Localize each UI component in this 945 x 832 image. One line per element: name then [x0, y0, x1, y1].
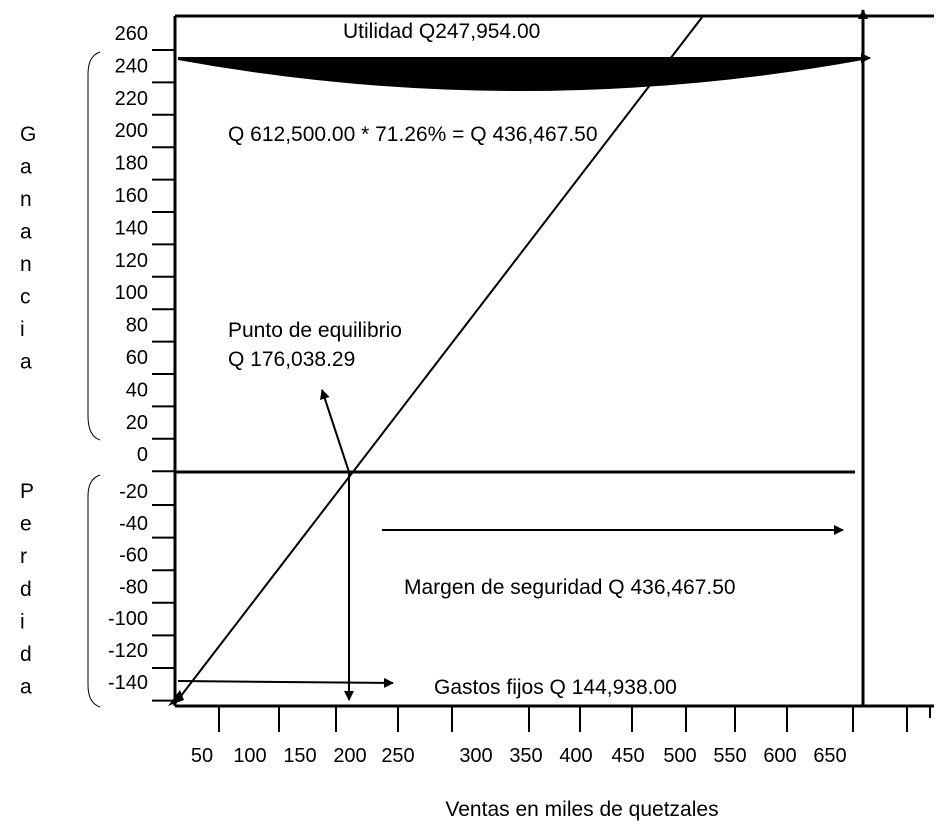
ylabel-letter: G [20, 123, 36, 146]
y-tick-label: 80 [126, 315, 148, 337]
utilidad-label: Utilidad Q247,954.00 [343, 20, 540, 43]
y-tick-label: -80 [119, 576, 148, 598]
origin-arrowhead [168, 690, 184, 706]
punto-equilibrio-label: Punto de equilibrio [228, 319, 402, 342]
ylabel-letter: i [20, 610, 25, 633]
y-tick-label: -60 [119, 545, 148, 567]
ylabel-letter: a [20, 156, 32, 179]
ylabel-letter: a [20, 676, 32, 699]
y-tick-label: 220 [115, 88, 148, 110]
ylabel-letter: c [20, 286, 31, 309]
punto-equilibrio-value: Q 176,038.29 [228, 348, 355, 371]
x-tick-label: 450 [611, 745, 644, 767]
ylabel-letter: i [20, 318, 25, 341]
x-axis-title: Ventas en miles de quetzales [445, 798, 718, 821]
ylabel-letter: r [20, 545, 27, 568]
ylabel-letter: d [20, 578, 32, 601]
x-tick-label: 200 [333, 745, 366, 767]
ylabel-letter: a [20, 351, 32, 374]
y-tick-label: -140 [108, 672, 148, 694]
y-tick-label: 180 [115, 153, 148, 175]
ylabel-letter: e [20, 513, 32, 536]
y-tick-label: 260 [115, 23, 148, 45]
formula-label: Q 612,500.00 * 71.26% = Q 436,467.50 [228, 123, 598, 146]
x-tick-label: 100 [233, 745, 266, 767]
y-tick-label: 40 [126, 379, 148, 401]
y-tick-label: -100 [108, 608, 148, 630]
x-tick-label: 600 [763, 745, 796, 767]
x-tick-label: 400 [559, 745, 592, 767]
ylabel-letter: d [20, 643, 32, 666]
break-even-pointer [320, 389, 350, 473]
ylabel-letter: n [20, 253, 32, 276]
y-tick-label: -40 [119, 513, 148, 535]
x-ticks: 50 100 150 200 250 300 350 400 450 500 550 600 650 [191, 706, 931, 767]
y-tick-label: 140 [115, 217, 148, 239]
x-tick-label: 50 [191, 745, 213, 767]
y-tick-label: 20 [126, 412, 148, 434]
y-tick-label: 100 [115, 282, 148, 304]
utilidad-band [178, 57, 863, 91]
y-tick-label: 200 [115, 120, 148, 142]
perdida-brace [87, 474, 101, 708]
gastos-label: Gastos fijos Q 144,938.00 [434, 676, 677, 699]
ylabel-letter: a [20, 221, 32, 244]
gastos-arrow [177, 677, 394, 688]
x-tick-label: 650 [813, 745, 846, 767]
income-line [173, 15, 704, 706]
x-tick-label: 150 [283, 745, 316, 767]
margen-label: Margen de seguridad Q 436,467.50 [404, 576, 736, 599]
ylabel-letter: P [20, 480, 34, 503]
x-tick-label: 300 [459, 745, 492, 767]
y-tick-label: 0 [137, 444, 148, 466]
y-tick-label: 120 [115, 250, 148, 272]
x-tick-label: 500 [663, 745, 696, 767]
ylabel-letter: n [20, 188, 32, 211]
y-tick-label: -120 [108, 640, 148, 662]
ganancia-brace [87, 51, 101, 441]
y-ticks: 260240220200180160140120100806040200-20-… [108, 23, 175, 702]
y-tick-label: 60 [126, 347, 148, 369]
x-tick-label: 250 [381, 745, 414, 767]
x-tick-label: 350 [509, 745, 542, 767]
x-tick-label: 550 [713, 745, 746, 767]
y-tick-label: -20 [119, 481, 148, 503]
y-tick-label: 240 [115, 55, 148, 77]
y-tick-label: 160 [115, 185, 148, 207]
